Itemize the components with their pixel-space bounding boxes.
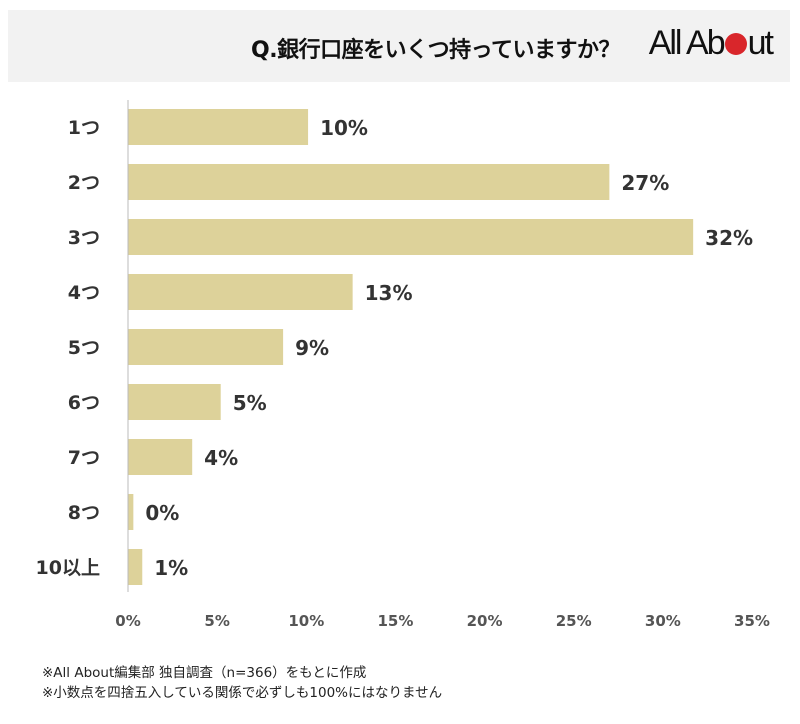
x-tick-label: 10% [288, 612, 324, 630]
data-label: 5% [233, 391, 267, 415]
category-label: 1つ [68, 117, 100, 139]
bar [128, 109, 309, 145]
bar-chart: 1つ 10% 2つ 27% 3つ 32% 4つ 13% 5つ 9% 6つ 5% 7つ 4% 8つ 0% 10以上… [36, 100, 770, 630]
category-label: 5つ [68, 337, 100, 359]
category-label: 2つ [68, 172, 100, 194]
category-label: 6つ [68, 392, 100, 414]
x-tick-label: 30% [645, 612, 681, 630]
category-label: 7つ [68, 447, 100, 469]
x-tick-label: 25% [556, 612, 592, 630]
all-about-logo: All Ab ut [648, 24, 774, 62]
x-tick-label: 5% [204, 612, 229, 630]
bar [128, 439, 193, 475]
footnote-source: ※All About編集部 独自調査（n=366）をもとに作成 [42, 665, 367, 681]
data-label: 9% [295, 336, 329, 360]
bar [128, 164, 610, 200]
x-tick-label: 35% [734, 612, 770, 630]
category-label: 3つ [68, 227, 100, 249]
bar [128, 494, 134, 530]
bar [128, 384, 221, 420]
chart-title: Q.銀行口座をいくつ持っていますか？ [251, 38, 620, 63]
data-label: 32% [705, 226, 753, 250]
data-label: 13% [365, 281, 413, 305]
footnote-rounding: ※小数点を四捨五入している関係で必ずしも100%にはなりません [42, 685, 443, 701]
data-label: 0% [145, 501, 179, 525]
bar [128, 274, 353, 310]
x-tick-label: 0% [115, 612, 140, 630]
category-label: 8つ [68, 502, 100, 524]
title-banner: Q.銀行口座をいくつ持っていますか？ All Ab ut [8, 10, 790, 82]
data-label: 4% [204, 446, 238, 470]
x-tick-label: 15% [377, 612, 413, 630]
data-label: 10% [320, 116, 368, 140]
data-label: 1% [154, 556, 188, 580]
bar [128, 549, 143, 585]
bar [128, 329, 284, 365]
category-label: 4つ [68, 282, 100, 304]
bar [128, 219, 694, 255]
data-label: 27% [621, 171, 669, 195]
category-label: 10以上 [36, 557, 100, 579]
x-tick-label: 20% [467, 612, 503, 630]
